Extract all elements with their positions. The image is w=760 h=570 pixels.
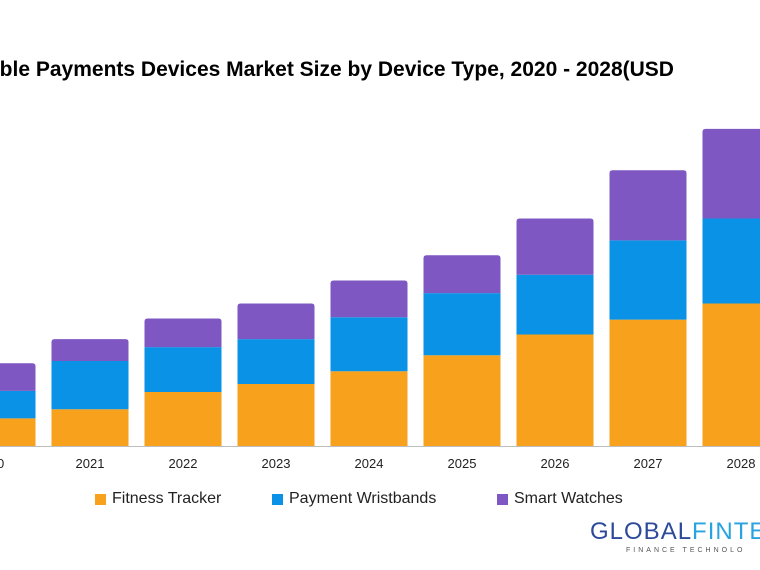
bar-smart-watches-2028: [702, 128, 760, 219]
bar-fitness-tracker-2026: [516, 334, 594, 446]
logo-part-fintech: FINTE: [692, 518, 760, 545]
bar-payment-wristbands-2022: [144, 347, 222, 392]
bar-smart-watches-2023: [237, 303, 315, 340]
bar-smart-watches-2021: [51, 339, 129, 361]
bar-payment-wristbands-2025: [423, 293, 501, 356]
legend-swatch: [272, 493, 283, 505]
bar-payment-wristbands-2023: [237, 339, 315, 384]
legend-label: Fitness Tracker: [112, 490, 222, 507]
legend-item-fitness-tracker: Fitness Tracker: [95, 490, 221, 508]
bar-smart-watches-2022: [144, 318, 222, 348]
bar-payment-wristbands-2028: [702, 218, 760, 304]
logo-part-global: GLOBAL: [590, 518, 693, 545]
bar-smart-watches-2024: [330, 280, 408, 318]
logo-wordmark: GLOBALFINTE: [590, 518, 760, 546]
bar-payment-wristbands-2027: [609, 240, 687, 320]
x-tick-label: 2024: [355, 456, 384, 471]
bar-fitness-tracker-2025: [423, 355, 501, 446]
chart-title: able Payments Devices Market Size by Dev…: [0, 58, 674, 81]
x-tick-label: 2022: [169, 456, 198, 471]
bar-payment-wristbands-2026: [516, 274, 594, 335]
logo-tagline: FINANCE TECHNOLO: [626, 547, 746, 554]
bar-payment-wristbands-2024: [330, 317, 408, 372]
bar-payment-wristbands-2021: [51, 360, 129, 410]
x-tick-label: 2028: [727, 456, 756, 471]
x-tick-label: 2027: [634, 456, 663, 471]
x-tick-label: 2021: [76, 456, 105, 471]
globalfintech-logo: GLOBALFINTE FINANCE TECHNOLO: [590, 518, 760, 562]
x-tick-label: 20: [0, 456, 4, 471]
bar-smart-watches-20: [0, 363, 36, 391]
bar-smart-watches-2027: [609, 170, 687, 241]
x-tick-label: 2026: [541, 456, 570, 471]
bar-fitness-tracker-2021: [51, 409, 129, 446]
bar-fitness-tracker-2024: [330, 371, 408, 446]
chart-plot: 20 2021 2022 2023 2024 2025 2026 2027 2028: [0, 128, 760, 471]
legend-swatch: [95, 493, 106, 505]
legend-item-smart-watches: Smart Watches: [497, 490, 623, 508]
bar-fitness-tracker-2027: [609, 319, 687, 446]
x-tick-label: 2025: [448, 456, 477, 471]
bar-fitness-tracker-2028: [702, 303, 760, 446]
bar-smart-watches-2025: [423, 255, 501, 294]
legend-label: Smart Watches: [514, 490, 623, 507]
bar-payment-wristbands-20: [0, 390, 36, 419]
bar-fitness-tracker-2022: [144, 391, 222, 446]
bar-smart-watches-2026: [516, 218, 594, 275]
x-tick-label: 2023: [262, 456, 291, 471]
legend: Fitness Tracker Payment Wristbands Smart W…: [0, 490, 760, 512]
legend-item-payment-wristbands: Payment Wristbands: [272, 490, 436, 508]
bar-fitness-tracker-2023: [237, 383, 315, 446]
legend-label: Payment Wristbands: [289, 490, 437, 507]
legend-swatch: [497, 493, 508, 505]
bar-fitness-tracker-20: [0, 418, 36, 446]
